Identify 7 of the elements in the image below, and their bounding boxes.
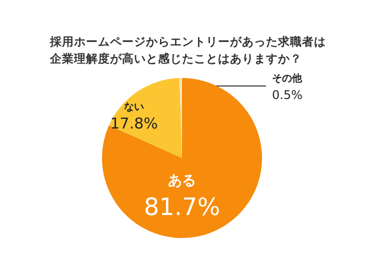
data-label: 81.7% <box>144 193 220 221</box>
chart-title: 採用ホームページからエントリーがあった求職者は企業理解度が高いと感じたことはありますか？ <box>49 34 326 66</box>
slice-label: ない <box>124 102 144 113</box>
slice-label: ある <box>168 173 196 189</box>
data-label: 0.5% <box>272 88 302 102</box>
data-label: 17.8% <box>110 114 158 132</box>
slice-label: その他 <box>272 72 303 84</box>
